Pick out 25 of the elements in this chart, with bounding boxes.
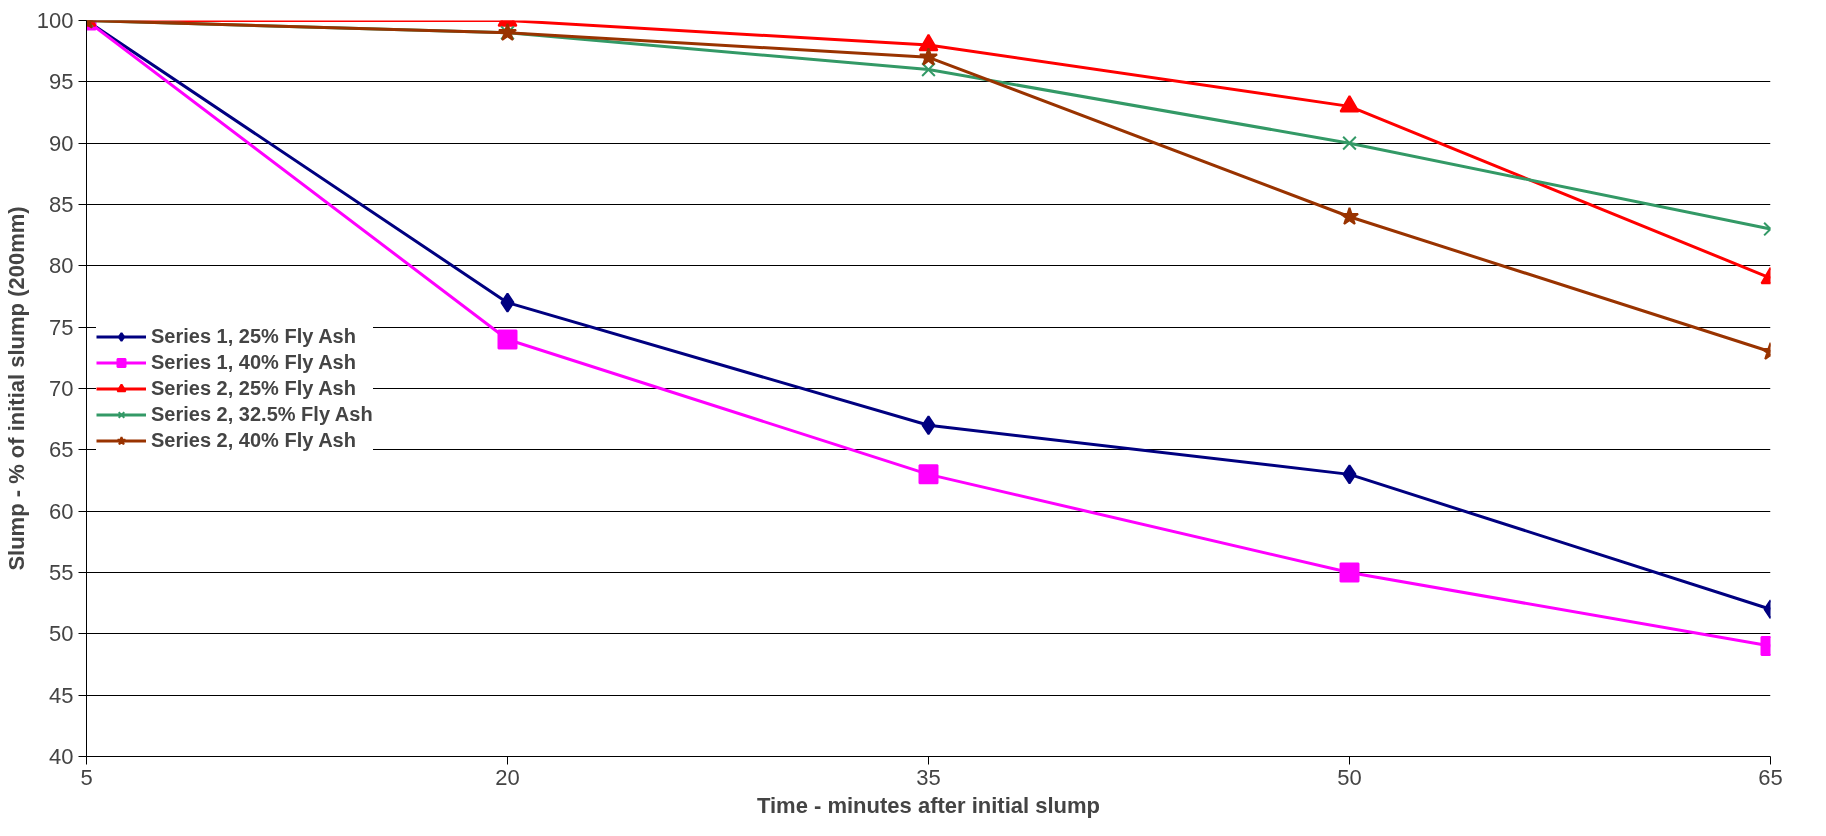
y-tick-label: 70 <box>49 376 74 401</box>
x-axis-title: Time - minutes after initial slump <box>756 792 1101 818</box>
legend-label: Series 1, 25% Fly Ash <box>151 324 356 348</box>
y-tick-label: 75 <box>49 314 74 340</box>
y-tick-label: 45 <box>49 682 74 708</box>
legend-label: Series 2, 25% Fly Ash <box>151 376 356 400</box>
y-axis-title: Slump - % of initial slump (200mm) <box>3 206 29 571</box>
legend-label: Series 2, 40% Fly Ash <box>151 428 356 452</box>
y-tick-label: 80 <box>49 253 74 279</box>
y-tick-label: 55 <box>49 560 74 585</box>
x-tick-label: 5 <box>80 764 93 790</box>
legend-label: Series 1, 40% Fly Ash <box>151 350 356 374</box>
y-tick-label: 100 <box>36 8 74 33</box>
y-tick-label: 65 <box>49 437 74 463</box>
y-tick-label: 95 <box>49 69 74 95</box>
y-tick-label: 85 <box>49 192 74 217</box>
y-tick-label: 60 <box>49 498 74 524</box>
y-tick-label: 40 <box>49 744 74 769</box>
legend-label: Series 2, 32.5% Fly Ash <box>151 402 373 426</box>
x-tick-label: 20 <box>495 764 520 790</box>
x-tick-label: 65 <box>1758 764 1783 790</box>
x-tick-label: 50 <box>1337 764 1362 790</box>
y-tick-label: 90 <box>49 130 74 156</box>
x-tick-label: 35 <box>916 764 941 790</box>
y-tick-label: 50 <box>49 621 74 647</box>
